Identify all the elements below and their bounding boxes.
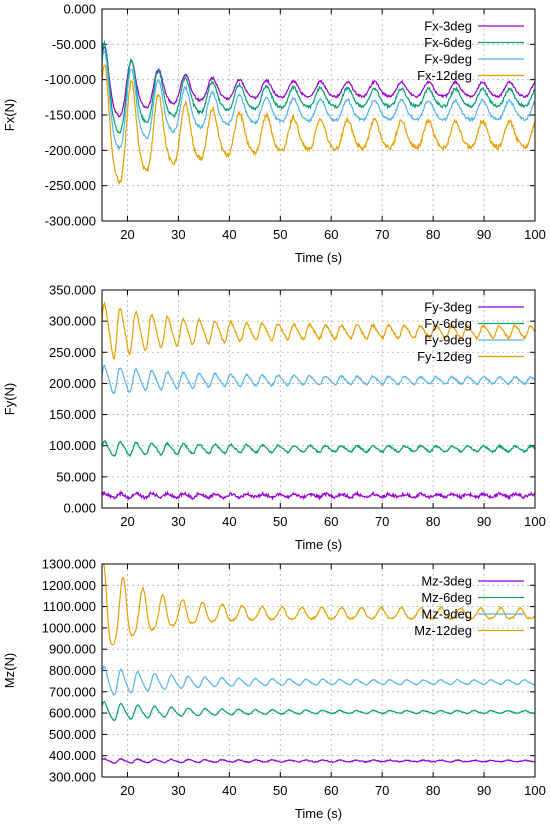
y-tick-label: 700.000: [49, 684, 96, 699]
legend-label: Fx-12deg: [417, 68, 472, 83]
series-line-Fx-9deg: [102, 49, 535, 152]
series-group: [102, 300, 535, 501]
x-axis-label: Time (s): [295, 806, 342, 821]
legend-label: Mz-6deg: [421, 590, 472, 605]
y-tick-label: 1300.000: [42, 557, 96, 572]
x-tick-label: 100: [524, 227, 546, 242]
legend-label: Fx-6deg: [424, 35, 472, 50]
x-tick-label: 80: [426, 514, 440, 529]
plot-frame: [101, 8, 536, 222]
y-tick-label: -250.000: [45, 178, 96, 193]
y-tick-label: 250.000: [49, 345, 96, 360]
series-line-Mz-3deg: [102, 757, 535, 764]
series-line-Fx-12deg: [102, 64, 535, 186]
y-tick-label: 900.000: [49, 642, 96, 657]
y-tick-label: 0.000: [63, 501, 96, 516]
x-tick-label: 70: [375, 227, 389, 242]
x-tick-label: 30: [171, 514, 185, 529]
x-tick-label: 100: [524, 514, 546, 529]
x-tick-label: 20: [120, 783, 134, 798]
y-axis-label: Fx(N): [2, 99, 17, 132]
legend-label: Fx-3deg: [424, 19, 472, 34]
chart-panel-2: 20 30 40 50 60 70 80 90 100 350.000 300.000 250.000…: [2, 283, 546, 553]
x-tick-label: 80: [426, 227, 440, 242]
series-line-Fx-3deg: [102, 46, 535, 118]
series-group: [102, 564, 535, 764]
x-tick-label: 60: [324, 783, 338, 798]
y-tick-label: 50.000: [56, 469, 96, 484]
legend-label: Mz-9deg: [421, 607, 472, 622]
y-tick-label: 1200.000: [42, 578, 96, 593]
plot-frame: [101, 563, 536, 778]
x-tick-label: 70: [375, 783, 389, 798]
y-tick-label: -200.000: [45, 143, 96, 158]
x-tick-label: 80: [426, 783, 440, 798]
series-line-Fy-12deg: [102, 300, 535, 360]
y-tick-label: 100.000: [49, 438, 96, 453]
x-tick-label: 60: [324, 227, 338, 242]
series-line-Fy-3deg: [102, 489, 535, 501]
chart-panel-3: 20 30 40 50 60 70 80 90 100 1300.000 1200.000 1100.…: [2, 557, 546, 822]
legend-label: Fy-9deg: [424, 333, 472, 348]
y-tick-label: 400.000: [49, 748, 96, 763]
x-tick-label: 20: [120, 227, 134, 242]
legend-label: Fx-9deg: [424, 52, 472, 67]
x-axis-label: Time (s): [295, 537, 342, 552]
y-tick-label: 1100.000: [43, 599, 96, 614]
series-group: [102, 40, 535, 186]
legend-label: Fy-3deg: [424, 300, 472, 315]
y-tick-label: 600.000: [49, 706, 96, 721]
y-axis-label: Mz(N): [2, 653, 17, 688]
x-tick-label: 40: [222, 514, 236, 529]
y-tick-label: -50.000: [52, 37, 96, 52]
y-tick-label: 200.000: [49, 376, 96, 391]
x-tick-label: 50: [273, 227, 287, 242]
x-tick-label: 90: [477, 783, 491, 798]
legend-label: Mz-3deg: [421, 574, 472, 589]
series-line-Mz-12deg: [102, 564, 535, 646]
series-line-Mz-6deg: [102, 700, 535, 722]
y-tick-label: 800.000: [49, 663, 96, 678]
x-tick-label: 50: [273, 783, 287, 798]
x-tick-label: 20: [120, 514, 134, 529]
series-line-Fy-6deg: [102, 439, 535, 457]
chart-panel-1: 20 30 40 50 60 70 80 90 100 0.000 -50.000 -100.000 -…: [2, 2, 546, 266]
x-tick-label: 30: [171, 783, 185, 798]
series-line-Fx-6deg: [102, 40, 535, 135]
x-tick-label: 70: [375, 514, 389, 529]
y-tick-label: 500.000: [49, 727, 96, 742]
y-tick-label: -150.000: [45, 108, 96, 123]
x-tick-label: 90: [477, 514, 491, 529]
y-tick-label: 300.000: [49, 770, 96, 785]
y-tick-label: 1000.000: [42, 620, 96, 635]
series-line-Fy-9deg: [102, 364, 535, 395]
y-tick-label: 300.000: [49, 314, 96, 329]
x-tick-label: 30: [171, 227, 185, 242]
plot-frame: [101, 289, 536, 509]
y-axis-label: Fy(N): [2, 383, 17, 416]
y-tick-label: -100.000: [45, 72, 96, 87]
y-tick-label: 150.000: [49, 407, 96, 422]
x-tick-label: 50: [273, 514, 287, 529]
legend-label: Fy-12deg: [417, 349, 472, 364]
legend-label: Mz-12deg: [414, 623, 472, 638]
y-tick-label: -300.000: [45, 214, 96, 229]
legend-label: Fy-6deg: [424, 316, 472, 331]
series-line-Mz-9deg: [102, 665, 535, 696]
y-tick-label: 0.000: [63, 2, 96, 17]
x-tick-label: 40: [222, 227, 236, 242]
x-tick-label: 40: [222, 783, 236, 798]
x-tick-label: 100: [524, 783, 546, 798]
x-axis-label: Time (s): [295, 250, 342, 265]
x-tick-label: 60: [324, 514, 338, 529]
x-tick-label: 90: [477, 227, 491, 242]
y-tick-label: 350.000: [49, 283, 96, 298]
